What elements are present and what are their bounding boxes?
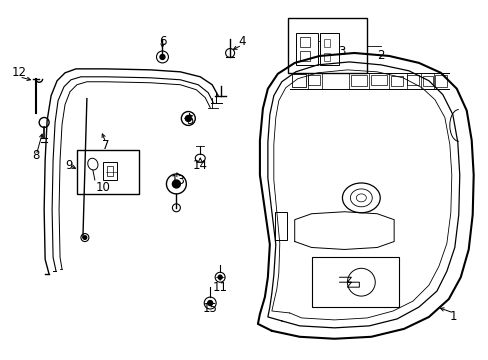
Bar <box>274 212 286 239</box>
Text: 12: 12 <box>12 66 27 79</box>
Bar <box>299 37 309 47</box>
Bar <box>319 33 339 65</box>
Circle shape <box>172 180 180 188</box>
Text: 2: 2 <box>377 49 384 63</box>
Bar <box>307 75 319 85</box>
Bar <box>102 162 117 180</box>
Bar <box>311 257 398 307</box>
Bar <box>390 76 402 86</box>
Text: 10: 10 <box>95 181 110 194</box>
Circle shape <box>207 301 212 306</box>
Text: 1: 1 <box>449 310 457 323</box>
Text: 4: 4 <box>238 35 245 48</box>
Text: 13: 13 <box>171 174 185 186</box>
Text: 6: 6 <box>159 35 166 48</box>
Text: 3: 3 <box>337 45 345 58</box>
Text: 11: 11 <box>212 281 227 294</box>
Text: 7: 7 <box>102 139 109 152</box>
Bar <box>295 33 317 65</box>
Bar <box>434 75 446 87</box>
Text: 15: 15 <box>203 302 217 315</box>
Bar <box>287 18 366 73</box>
Circle shape <box>218 275 222 279</box>
Circle shape <box>83 236 86 239</box>
Bar <box>323 39 329 47</box>
Bar <box>406 75 418 85</box>
Bar <box>370 75 386 85</box>
Text: 5: 5 <box>186 114 194 127</box>
Bar <box>422 76 432 86</box>
Text: 14: 14 <box>192 159 207 172</box>
Bar <box>106 166 113 176</box>
Text: 8: 8 <box>32 149 40 162</box>
Bar <box>351 75 366 86</box>
Bar <box>291 74 305 87</box>
Circle shape <box>185 116 191 121</box>
Circle shape <box>160 54 164 59</box>
Bar <box>323 53 329 61</box>
Bar <box>299 51 309 61</box>
Bar <box>77 150 138 194</box>
Text: 9: 9 <box>65 159 73 172</box>
